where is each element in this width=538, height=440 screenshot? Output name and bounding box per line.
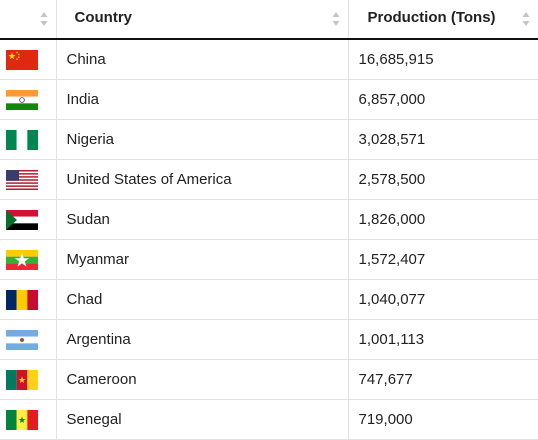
production-cell: 1,040,077 bbox=[348, 279, 538, 320]
table-row: India 6,857,000 bbox=[0, 79, 538, 120]
flag-cell bbox=[0, 399, 57, 440]
flag-cell bbox=[0, 279, 57, 320]
table-row: Senegal 719,000 bbox=[0, 399, 538, 440]
country-column-header[interactable]: Country bbox=[56, 0, 349, 40]
country-cell: China bbox=[56, 39, 349, 80]
flag-cell bbox=[0, 39, 57, 80]
production-column-label: Production (Tons) bbox=[367, 9, 496, 26]
sort-icon[interactable] bbox=[40, 11, 48, 27]
country-cell: Cameroon bbox=[56, 359, 349, 400]
chad-flag-icon bbox=[6, 289, 38, 310]
country-cell: India bbox=[56, 79, 349, 120]
myanmar-flag-icon bbox=[6, 249, 38, 270]
header-row: Country Production (Tons) bbox=[0, 0, 538, 40]
country-cell: Senegal bbox=[56, 399, 349, 440]
country-cell: Chad bbox=[56, 279, 349, 320]
production-cell: 747,677 bbox=[348, 359, 538, 400]
table-row: United States of America 2,578,500 bbox=[0, 159, 538, 200]
sort-icon[interactable] bbox=[332, 11, 340, 27]
country-cell: Sudan bbox=[56, 199, 349, 240]
flag-cell bbox=[0, 199, 57, 240]
table-row: Nigeria 3,028,571 bbox=[0, 119, 538, 160]
flag-cell bbox=[0, 359, 57, 400]
flag-cell bbox=[0, 319, 57, 360]
flag-cell bbox=[0, 239, 57, 280]
table-row: China 16,685,915 bbox=[0, 39, 538, 80]
sudan-flag-icon bbox=[6, 209, 38, 230]
flag-cell bbox=[0, 119, 57, 160]
nigeria-flag-icon bbox=[6, 129, 38, 150]
cameroon-flag-icon bbox=[6, 369, 38, 390]
table-row: Sudan 1,826,000 bbox=[0, 199, 538, 240]
production-cell: 2,578,500 bbox=[348, 159, 538, 200]
production-cell: 1,001,113 bbox=[348, 319, 538, 360]
table-row: Argentina 1,001,113 bbox=[0, 319, 538, 360]
production-cell: 16,685,915 bbox=[348, 39, 538, 80]
flag-cell bbox=[0, 159, 57, 200]
country-cell: Myanmar bbox=[56, 239, 349, 280]
country-cell: Argentina bbox=[56, 319, 349, 360]
flag-column-header[interactable] bbox=[0, 0, 57, 40]
table-row: Cameroon 747,677 bbox=[0, 359, 538, 400]
production-column-header[interactable]: Production (Tons) bbox=[348, 0, 538, 40]
production-cell: 1,826,000 bbox=[348, 199, 538, 240]
senegal-flag-icon bbox=[6, 409, 38, 430]
table-row: Myanmar 1,572,407 bbox=[0, 239, 538, 280]
usa-flag-icon bbox=[6, 169, 38, 190]
country-column-label: Country bbox=[74, 9, 133, 26]
table-row: Chad 1,040,077 bbox=[0, 279, 538, 320]
argentina-flag-icon bbox=[6, 329, 38, 350]
flag-cell bbox=[0, 79, 57, 120]
country-cell: Nigeria bbox=[56, 119, 349, 160]
production-cell: 719,000 bbox=[348, 399, 538, 440]
production-cell: 1,572,407 bbox=[348, 239, 538, 280]
china-flag-icon bbox=[6, 49, 38, 70]
sort-icon[interactable] bbox=[522, 11, 530, 27]
country-cell: United States of America bbox=[56, 159, 349, 200]
production-cell: 6,857,000 bbox=[348, 79, 538, 120]
india-flag-icon bbox=[6, 89, 38, 110]
production-cell: 3,028,571 bbox=[348, 119, 538, 160]
